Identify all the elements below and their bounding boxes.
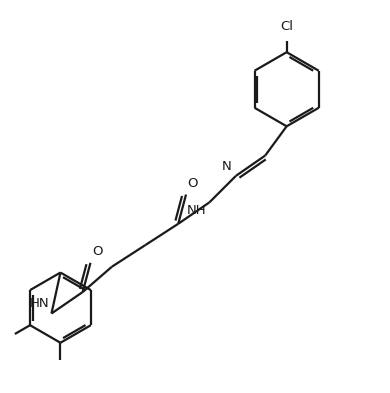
Text: NH: NH [187,204,206,217]
Text: Cl: Cl [280,20,293,33]
Text: O: O [92,245,103,258]
Text: O: O [188,177,198,190]
Text: HN: HN [30,297,50,310]
Text: N: N [222,160,231,173]
